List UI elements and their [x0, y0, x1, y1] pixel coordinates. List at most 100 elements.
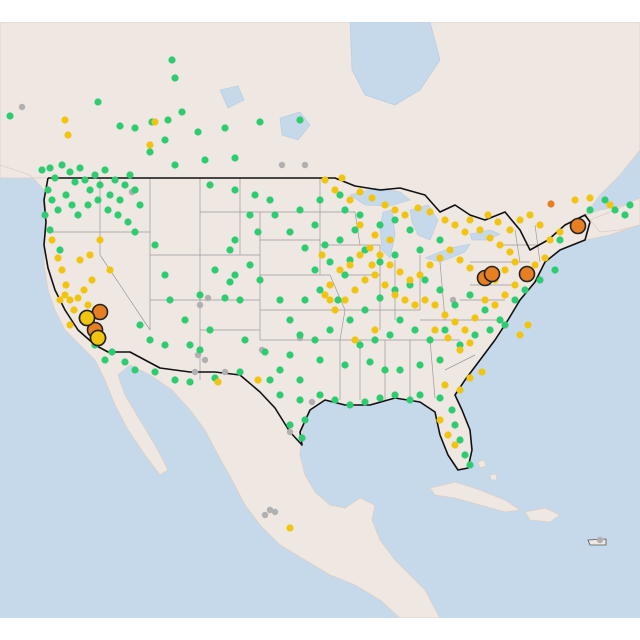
- aqi-marker-good[interactable]: [124, 218, 132, 226]
- aqi-marker-moderate[interactable]: [456, 386, 464, 394]
- aqi-marker-good[interactable]: [46, 226, 54, 234]
- aqi-marker-moderate[interactable]: [371, 326, 379, 334]
- aqi-marker-good[interactable]: [334, 296, 342, 304]
- aqi-marker-good[interactable]: [246, 261, 254, 269]
- aqi-marker-good[interactable]: [621, 211, 629, 219]
- aqi-marker-good[interactable]: [81, 176, 89, 184]
- aqi-marker-good[interactable]: [186, 341, 194, 349]
- aqi-marker-good[interactable]: [626, 201, 634, 209]
- aqi-marker-good[interactable]: [461, 451, 469, 459]
- aqi-marker-nodata[interactable]: [286, 428, 294, 436]
- aqi-marker-good[interactable]: [181, 316, 189, 324]
- aqi-marker-moderate[interactable]: [66, 321, 74, 329]
- aqi-marker-moderate[interactable]: [486, 234, 494, 242]
- aqi-marker-good[interactable]: [161, 136, 169, 144]
- aqi-marker-good[interactable]: [231, 154, 239, 162]
- aqi-marker-good[interactable]: [48, 196, 56, 204]
- aqi-marker-good[interactable]: [286, 316, 294, 324]
- aqi-marker-good[interactable]: [206, 181, 214, 189]
- aqi-marker-good[interactable]: [586, 206, 594, 214]
- aqi-marker-moderate[interactable]: [436, 254, 444, 262]
- aqi-marker-moderate[interactable]: [441, 381, 449, 389]
- aqi-marker-good[interactable]: [116, 196, 124, 204]
- aqi-marker-moderate[interactable]: [451, 441, 459, 449]
- aqi-marker-moderate[interactable]: [48, 236, 56, 244]
- aqi-marker-moderate[interactable]: [586, 194, 594, 202]
- aqi-marker-nodata[interactable]: [266, 506, 274, 514]
- aqi-marker-moderate[interactable]: [476, 226, 484, 234]
- aqi-marker-moderate[interactable]: [64, 131, 72, 139]
- aqi-marker-moderate[interactable]: [491, 301, 499, 309]
- aqi-marker-good[interactable]: [356, 211, 364, 219]
- aqi-marker-good[interactable]: [161, 271, 169, 279]
- aqi-marker-moderate[interactable]: [416, 271, 424, 279]
- aqi-marker-good[interactable]: [171, 161, 179, 169]
- aqi-marker-moderate[interactable]: [444, 431, 452, 439]
- aqi-marker-moderate[interactable]: [441, 216, 449, 224]
- aqi-marker-nodata[interactable]: [221, 368, 229, 376]
- aqi-marker-good[interactable]: [121, 358, 129, 366]
- aqi-marker-good[interactable]: [406, 226, 414, 234]
- aqi-marker-good[interactable]: [346, 401, 354, 409]
- aqi-marker-good[interactable]: [241, 336, 249, 344]
- aqi-marker-nodata[interactable]: [308, 398, 316, 406]
- aqi-marker-good[interactable]: [391, 216, 399, 224]
- aqi-marker-moderate[interactable]: [401, 296, 409, 304]
- aqi-marker-good[interactable]: [76, 164, 84, 172]
- aqi-marker-moderate[interactable]: [526, 211, 534, 219]
- aqi-marker-moderate[interactable]: [431, 301, 439, 309]
- aqi-marker-good[interactable]: [496, 316, 504, 324]
- aqi-marker-moderate[interactable]: [338, 174, 346, 182]
- aqi-marker-good[interactable]: [41, 211, 49, 219]
- aqi-marker-moderate[interactable]: [401, 211, 409, 219]
- aqi-marker-moderate[interactable]: [321, 176, 329, 184]
- aqi-marker-good[interactable]: [206, 326, 214, 334]
- aqi-marker-good[interactable]: [426, 336, 434, 344]
- aqi-marker-good[interactable]: [46, 164, 54, 172]
- aqi-marker-moderate[interactable]: [471, 314, 479, 322]
- aqi-marker-moderate[interactable]: [481, 296, 489, 304]
- aqi-marker-moderate[interactable]: [391, 291, 399, 299]
- aqi-marker-good[interactable]: [341, 206, 349, 214]
- aqi-marker-good[interactable]: [456, 436, 464, 444]
- aqi-marker-good[interactable]: [146, 148, 154, 156]
- aqi-marker-good[interactable]: [361, 306, 369, 314]
- aqi-marker-good[interactable]: [301, 244, 309, 252]
- aqi-marker-good[interactable]: [131, 366, 139, 374]
- aqi-marker-good[interactable]: [301, 416, 309, 424]
- aqi-marker-moderate[interactable]: [606, 201, 614, 209]
- aqi-marker-good[interactable]: [166, 296, 174, 304]
- aqi-marker-moderate[interactable]: [466, 374, 474, 382]
- aqi-marker-good[interactable]: [471, 331, 479, 339]
- aqi-marker-moderate[interactable]: [571, 196, 579, 204]
- aqi-marker-moderate[interactable]: [496, 241, 504, 249]
- aqi-marker-moderate[interactable]: [511, 281, 519, 289]
- aqi-marker-moderate[interactable]: [356, 188, 364, 196]
- aqi-marker-good[interactable]: [296, 116, 304, 124]
- aqi-marker-good[interactable]: [536, 276, 544, 284]
- aqi-marker-good[interactable]: [311, 221, 319, 229]
- aqi-marker-moderate[interactable]: [456, 346, 464, 354]
- aqi-marker-moderate[interactable]: [546, 236, 554, 244]
- aqi-marker-moderate[interactable]: [368, 261, 376, 269]
- aqi-marker-good[interactable]: [91, 171, 99, 179]
- aqi-marker-good[interactable]: [301, 296, 309, 304]
- aqi-marker-good[interactable]: [54, 206, 62, 214]
- aqi-marker-good[interactable]: [391, 251, 399, 259]
- aqi-marker-good[interactable]: [406, 396, 414, 404]
- aqi-marker-good[interactable]: [556, 236, 564, 244]
- aqi-marker-moderate[interactable]: [326, 296, 334, 304]
- aqi-marker-good[interactable]: [276, 296, 284, 304]
- aqi-marker-good[interactable]: [116, 122, 124, 130]
- aqi-marker-moderate[interactable]: [56, 296, 64, 304]
- aqi-marker-good[interactable]: [211, 266, 219, 274]
- aqi-marker-good[interactable]: [406, 281, 414, 289]
- aqi-marker-good[interactable]: [396, 366, 404, 374]
- aqi-marker-good[interactable]: [68, 201, 76, 209]
- aqi-marker-moderate[interactable]: [371, 231, 379, 239]
- aqi-marker-good[interactable]: [168, 56, 176, 64]
- aqi-marker-moderate[interactable]: [331, 186, 339, 194]
- aqi-marker-good[interactable]: [94, 98, 102, 106]
- aqi-marker-moderate[interactable]: [74, 294, 82, 302]
- aqi-marker-good[interactable]: [56, 246, 64, 254]
